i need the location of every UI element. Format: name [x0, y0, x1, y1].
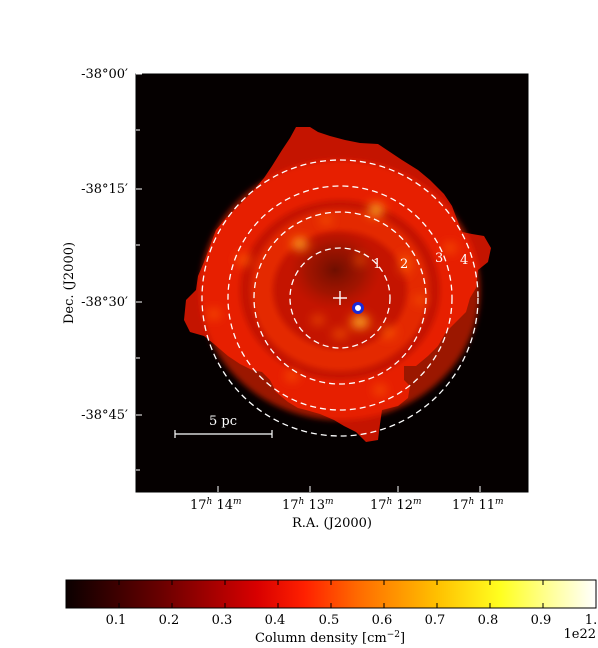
y-tick-label: -38°00′ — [81, 67, 128, 82]
x-tick-label: 17h 14m — [190, 497, 242, 513]
scale-bar — [174, 430, 273, 438]
ring-3 — [227, 185, 453, 411]
colorbar-tick-label: 0.9 — [531, 613, 552, 628]
colorbar-tick-label: 0.6 — [372, 613, 393, 628]
colorbar-tick-label: 0.2 — [159, 613, 180, 628]
map-frame — [135, 73, 529, 493]
x-tick-label: 17h 11m — [452, 497, 504, 513]
y-axis-label: Dec. (J2000) — [62, 242, 77, 324]
colorbar: 0.1 0.2 0.3 0.4 0.5 0.6 0.7 0.8 0.9 1. C… — [65, 579, 597, 646]
y-ticks — [136, 73, 142, 471]
ring-4 — [201, 159, 479, 437]
ring-label-2: 2 — [400, 257, 408, 272]
colorbar-tick-label: 0.1 — [106, 613, 127, 628]
central-cavity — [289, 230, 381, 310]
ring-2 — [253, 211, 427, 385]
colorbar-tick-label: 1. — [585, 613, 597, 628]
ring-label-1: 1 — [373, 257, 381, 272]
y-tick-label: -38°30′ — [81, 295, 128, 310]
column-density-image — [184, 127, 491, 442]
colorbar-label: Column density [cm−2] — [255, 630, 405, 646]
center-cross-marker — [333, 291, 347, 305]
x-ticks — [217, 486, 481, 492]
colorbar-tick-label: 0.8 — [478, 613, 499, 628]
x-tick-label: 17h 12m — [370, 497, 422, 513]
hot-spots — [204, 200, 460, 398]
ring-label-4: 4 — [460, 253, 468, 268]
scale-bar-label: 5 pc — [209, 414, 237, 429]
x-axis-label: R.A. (J2000) — [292, 516, 372, 531]
colorbar-ticks — [118, 580, 544, 608]
colorbar-multiplier: 1e22 — [563, 627, 596, 642]
colorbar-tick-label: 0.7 — [425, 613, 446, 628]
colorbar-tick-label: 0.4 — [265, 613, 286, 628]
x-tick-label: 17h 13m — [282, 497, 334, 513]
ring-label-3: 3 — [435, 251, 443, 266]
y-tick-label: -38°15′ — [81, 182, 128, 197]
ring-1 — [289, 247, 391, 349]
colorbar-tick-label: 0.3 — [212, 613, 233, 628]
y-tick-label: -38°45′ — [81, 408, 128, 423]
map-panel: 1 2 3 4 5 pc — [62, 67, 529, 531]
analysis-rings — [201, 159, 479, 437]
source-circle-marker — [352, 302, 364, 314]
colorbar-tick-label: 0.5 — [319, 613, 340, 628]
